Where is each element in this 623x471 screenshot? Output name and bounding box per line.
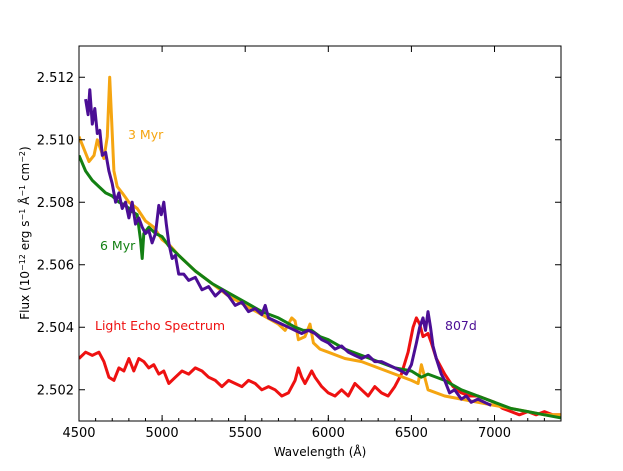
y-tick-label: 2.508 bbox=[37, 196, 74, 211]
y-tick-label: 2.504 bbox=[37, 321, 74, 336]
series-label-6-myr: 6 Myr bbox=[100, 238, 136, 253]
y-tick-label: 2.512 bbox=[37, 71, 74, 86]
series-label-light-echo: Light Echo Spectrum bbox=[95, 318, 225, 333]
plot-frame bbox=[78, 45, 562, 422]
x-tick-label: 4500 bbox=[62, 426, 95, 441]
series-layer bbox=[79, 75, 561, 420]
y-tick-label: 2.502 bbox=[37, 383, 74, 398]
y-axis-label: Flux (10−12 erg s−1 Å−1 cm−2) bbox=[17, 146, 32, 319]
x-tick-label: 6500 bbox=[395, 426, 428, 441]
x-tick-label: 6000 bbox=[312, 426, 345, 441]
series-label-807d: 807d bbox=[445, 318, 477, 333]
x-axis-label: Wavelength (Å) bbox=[274, 444, 367, 459]
series-line-807d bbox=[84, 88, 492, 407]
y-tick-label: 2.510 bbox=[37, 133, 74, 148]
x-tick-label: 5000 bbox=[146, 426, 179, 441]
ticks-layer: 4500 5000 5500 6000 6500 7000 2.502 2.504 2.506 2… bbox=[37, 46, 562, 441]
series-line-3-myr bbox=[79, 75, 561, 417]
y-tick-label: 2.506 bbox=[37, 258, 74, 273]
series-label-3-myr: 3 Myr bbox=[128, 127, 164, 142]
x-tick-label: 7000 bbox=[478, 426, 511, 441]
series-line-6-myr bbox=[79, 154, 561, 420]
x-tick-label: 5500 bbox=[229, 426, 262, 441]
